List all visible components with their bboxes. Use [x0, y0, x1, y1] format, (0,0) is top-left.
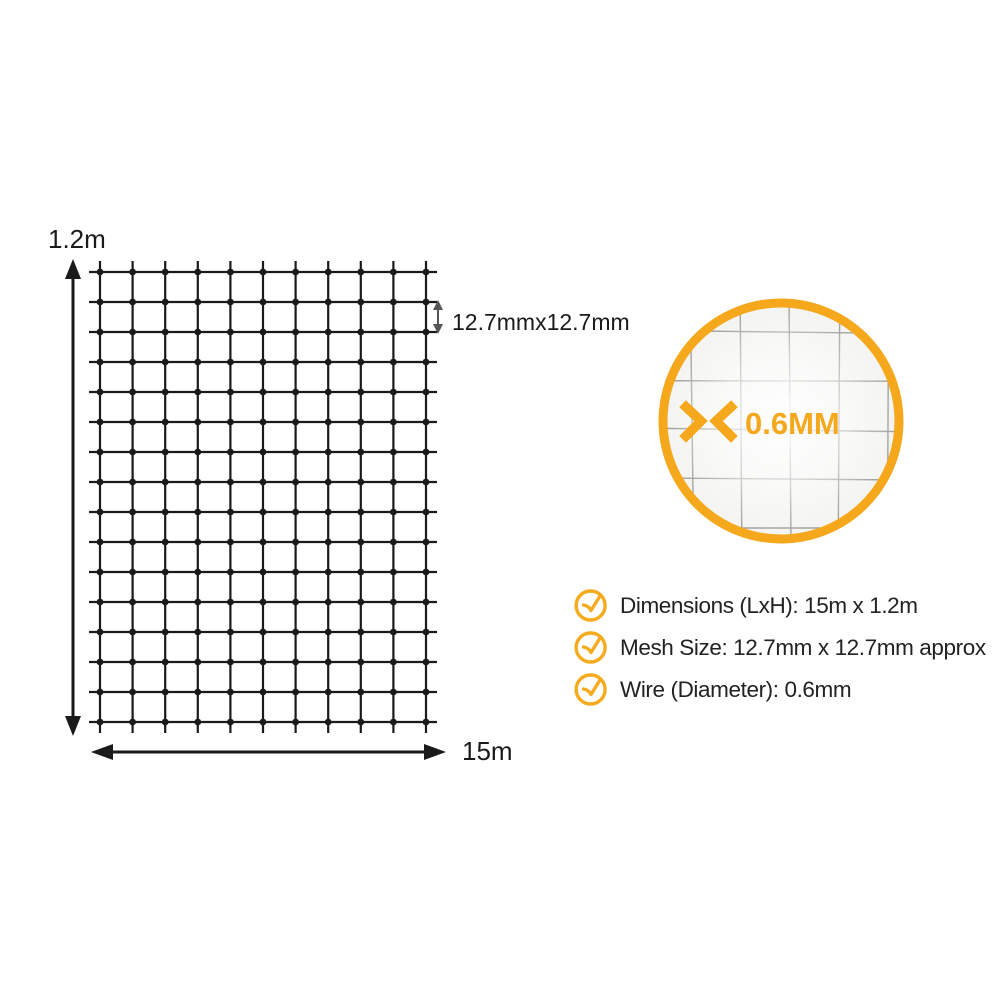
svg-text:1.2m: 1.2m: [48, 224, 106, 254]
svg-text:Mesh Size: 12.7mm x 12.7mm app: Mesh Size: 12.7mm x 12.7mm approx: [620, 635, 987, 660]
svg-text:Wire (Diameter): 0.6mm: Wire (Diameter): 0.6mm: [620, 677, 851, 702]
svg-text:15m: 15m: [462, 736, 513, 766]
svg-text:Dimensions (LxH): 15m x 1.2m: Dimensions (LxH): 15m x 1.2m: [620, 593, 918, 618]
svg-text:0.6MM: 0.6MM: [745, 406, 840, 441]
svg-text:12.7mmx12.7mm: 12.7mmx12.7mm: [452, 309, 630, 335]
